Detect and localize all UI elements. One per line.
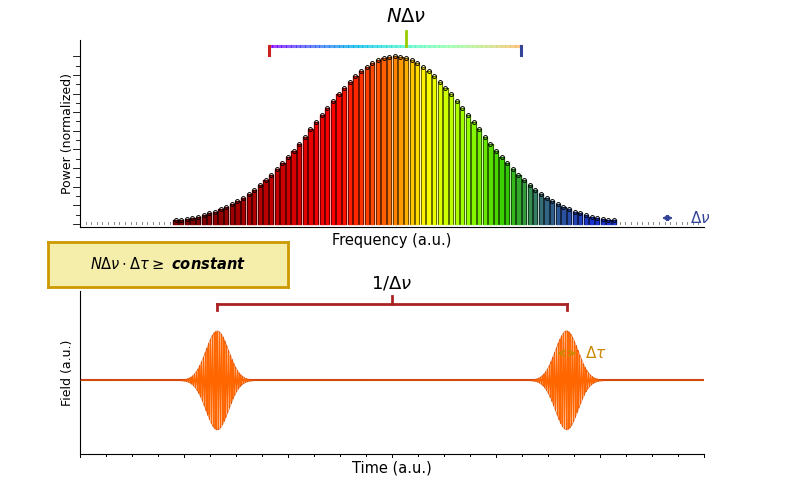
Y-axis label: Power (normalized): Power (normalized) (62, 73, 74, 194)
X-axis label: Time (a.u.): Time (a.u.) (352, 460, 432, 475)
Text: $\Delta\tau$: $\Delta\tau$ (586, 345, 607, 361)
Text: $N\Delta\nu$: $N\Delta\nu$ (386, 7, 426, 26)
Text: $1/\Delta\nu$: $1/\Delta\nu$ (371, 275, 413, 293)
Text: $\Delta\nu$: $\Delta\nu$ (690, 210, 710, 226)
Text: $N\Delta\nu \cdot \Delta\tau \geq$ constant: $N\Delta\nu \cdot \Delta\tau \geq$ const… (90, 256, 246, 272)
X-axis label: Frequency (a.u.): Frequency (a.u.) (332, 233, 452, 248)
Y-axis label: Field (a.u.): Field (a.u.) (62, 340, 74, 406)
